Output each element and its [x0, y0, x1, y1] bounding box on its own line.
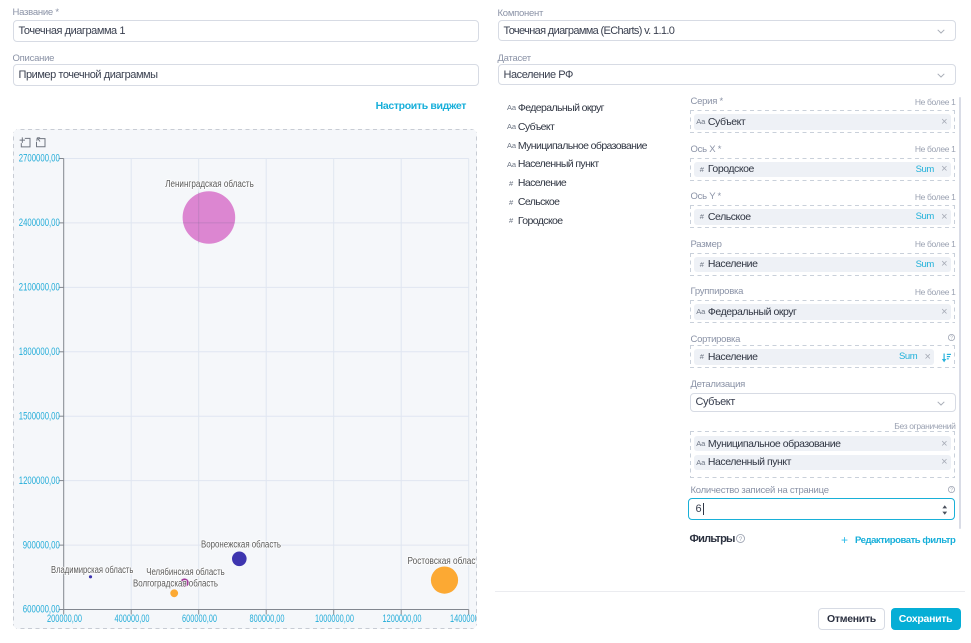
svg-text:600000,00: 600000,00 [182, 613, 217, 625]
svg-text:2400000,00: 2400000,00 [18, 217, 59, 229]
svg-text:1800000,00: 1800000,00 [18, 346, 59, 358]
svg-text:200000,00: 200000,00 [47, 613, 82, 625]
svg-text:Челябинская область: Челябинская область [146, 566, 225, 578]
svg-text:2700000,00: 2700000,00 [18, 152, 59, 164]
svg-text:400000,00: 400000,00 [114, 613, 149, 625]
svg-text:900000,00: 900000,00 [22, 539, 59, 551]
svg-text:?: ? [739, 536, 743, 543]
svg-text:2100000,00: 2100000,00 [18, 281, 59, 293]
svg-text:800000,00: 800000,00 [249, 613, 284, 625]
svg-text:1500000,00: 1500000,00 [18, 410, 59, 422]
svg-text:?: ? [950, 335, 953, 341]
svg-text:1000000,00: 1000000,00 [315, 613, 354, 625]
svg-text:Волгоградская область: Волгоградская область [133, 577, 218, 589]
svg-text:1400000,00: 1400000,00 [450, 613, 476, 625]
svg-text:600000,00: 600000,00 [22, 603, 59, 615]
svg-text:Ленинградская область: Ленинградская область [165, 177, 254, 189]
svg-text:Ростовская область: Ростовская область [407, 554, 476, 566]
svg-text:?: ? [950, 487, 953, 493]
svg-text:Владимирская область: Владимирская область [50, 563, 132, 575]
svg-text:Воронежская область: Воронежская область [201, 538, 281, 550]
svg-text:1200000,00: 1200000,00 [382, 613, 421, 625]
svg-text:1200000,00: 1200000,00 [18, 474, 59, 486]
